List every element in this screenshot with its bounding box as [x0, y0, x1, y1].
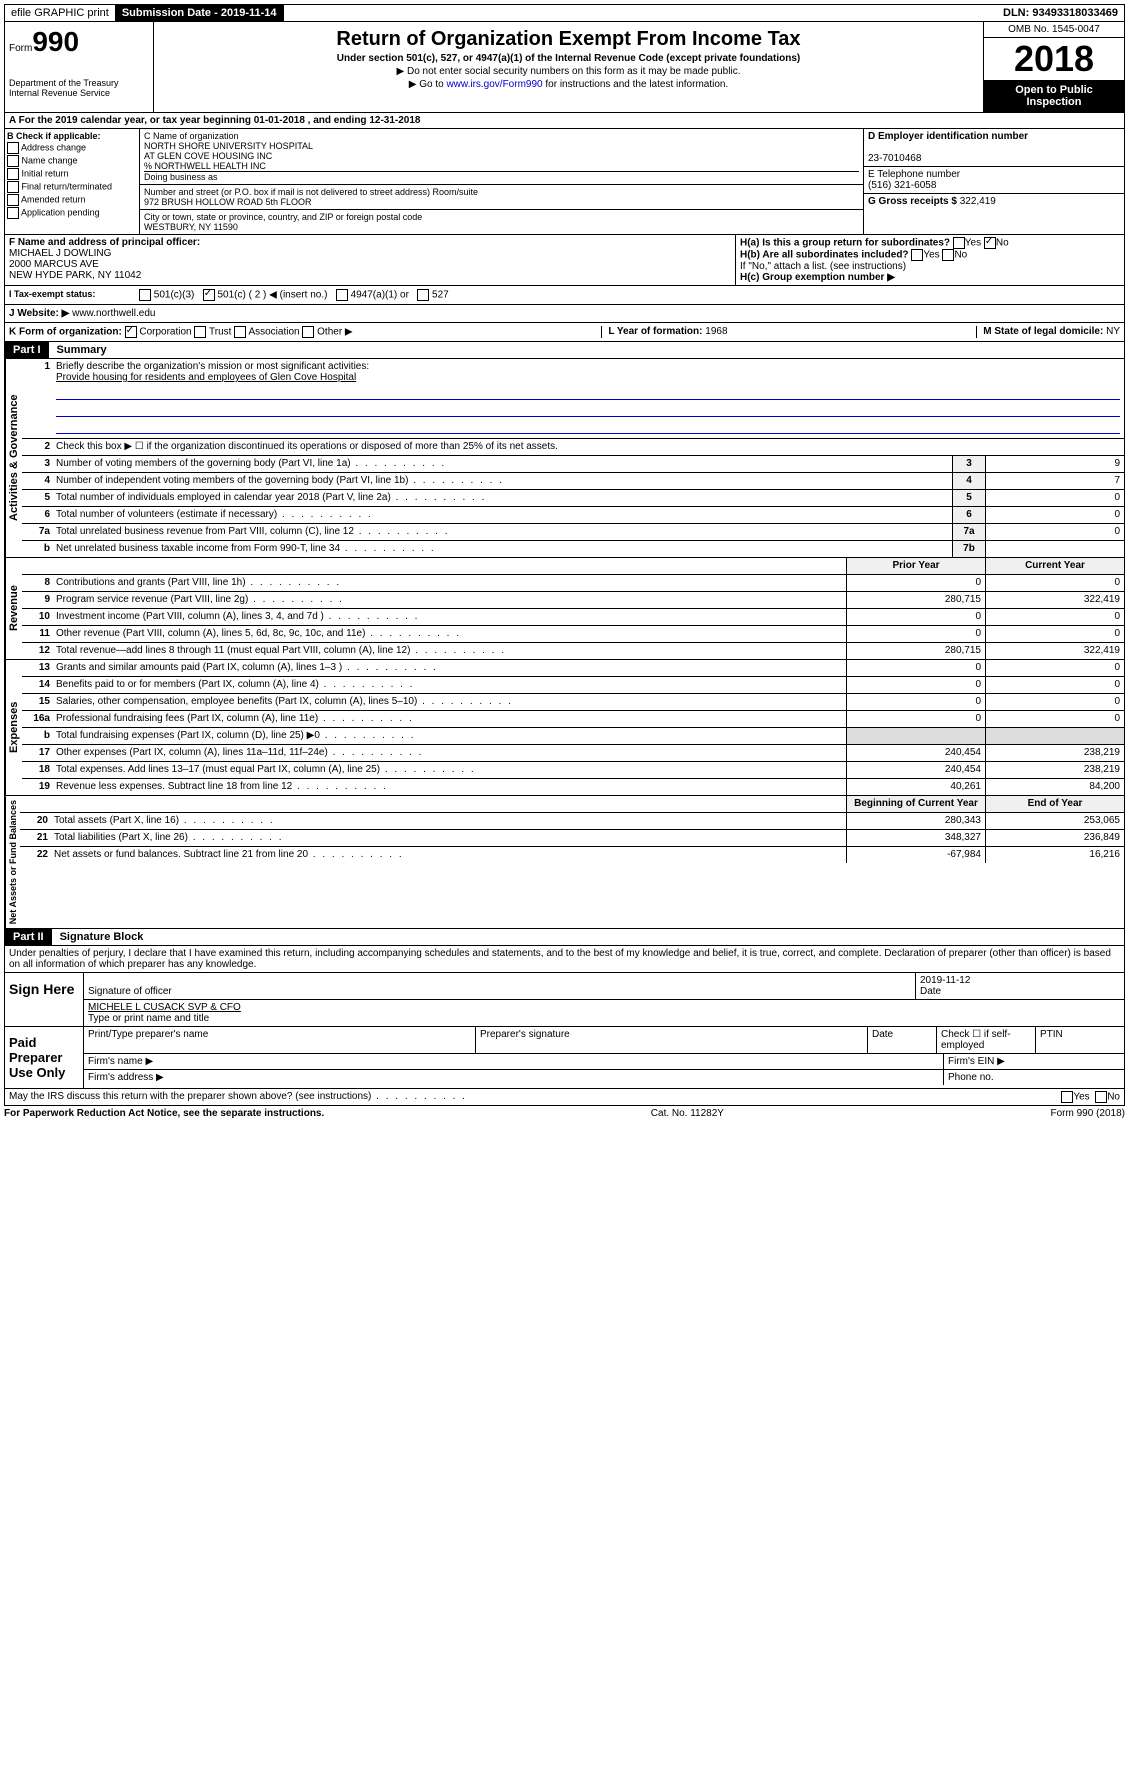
table-row: 4Number of independent voting members of… [22, 473, 1124, 490]
table-row: 18Total expenses. Add lines 13–17 (must … [22, 762, 1124, 779]
table-row: bNet unrelated business taxable income f… [22, 541, 1124, 557]
table-row: 19Revenue less expenses. Subtract line 1… [22, 779, 1124, 795]
expenses-label: Expenses [5, 660, 22, 795]
table-row: 17Other expenses (Part IX, column (A), l… [22, 745, 1124, 762]
governance-label: Activities & Governance [5, 359, 22, 557]
org-name: NORTH SHORE UNIVERSITY HOSPITAL [144, 141, 313, 151]
officer-row: F Name and address of principal officer:… [4, 235, 1125, 286]
table-row: 10Investment income (Part VIII, column (… [22, 609, 1124, 626]
expenses-section: Expenses 13Grants and similar amounts pa… [4, 660, 1125, 796]
signer-name: MICHELE L CUSACK SVP & CFO [88, 1002, 241, 1013]
website-row: J Website: ▶ www.northwell.edu [4, 305, 1125, 323]
table-row: 14Benefits paid to or for members (Part … [22, 677, 1124, 694]
tax-exempt-row: I Tax-exempt status: 501(c)(3) 501(c) ( … [4, 286, 1125, 305]
submission-date-btn[interactable]: Submission Date - 2019-11-14 [116, 5, 284, 21]
k-org-row: K Form of organization: Corporation Trus… [4, 323, 1125, 342]
table-row: 3Number of voting members of the governi… [22, 456, 1124, 473]
top-bar: efile GRAPHIC print Submission Date - 20… [4, 4, 1125, 22]
paid-preparer-block: Paid Preparer Use Only Print/Type prepar… [4, 1027, 1125, 1089]
netassets-section: Net Assets or Fund Balances Beginning of… [4, 796, 1125, 929]
mission-text: Provide housing for residents and employ… [56, 372, 356, 383]
ein: 23-7010468 [868, 153, 921, 164]
perjury-text: Under penalties of perjury, I declare th… [4, 946, 1125, 973]
section-de: D Employer identification number 23-7010… [864, 129, 1124, 234]
irs-link[interactable]: www.irs.gov/Form990 [446, 79, 542, 90]
table-row: 8Contributions and grants (Part VIII, li… [22, 575, 1124, 592]
website-url[interactable]: www.northwell.edu [72, 308, 155, 319]
table-row: 20Total assets (Part X, line 16) 280,343… [20, 813, 1124, 830]
table-row: 5Total number of individuals employed in… [22, 490, 1124, 507]
paid-preparer-label: Paid Preparer Use Only [5, 1027, 84, 1088]
table-row: 21Total liabilities (Part X, line 26) 34… [20, 830, 1124, 847]
sign-here-label: Sign Here [5, 973, 84, 1026]
part2-header: Part II Signature Block [4, 929, 1125, 946]
phone: (516) 321-6058 [868, 180, 936, 191]
table-row: 6Total number of volunteers (estimate if… [22, 507, 1124, 524]
table-row: 15Salaries, other compensation, employee… [22, 694, 1124, 711]
discuss-row: May the IRS discuss this return with the… [4, 1089, 1125, 1106]
table-row: 7aTotal unrelated business revenue from … [22, 524, 1124, 541]
gross-receipts: 322,419 [960, 196, 996, 207]
footer: For Paperwork Reduction Act Notice, see … [4, 1106, 1125, 1121]
table-row: 22Net assets or fund balances. Subtract … [20, 847, 1124, 863]
org-address: 972 BRUSH HOLLOW ROAD 5th FLOOR [144, 197, 312, 207]
tax-year-line: A For the 2019 calendar year, or tax yea… [4, 113, 1125, 129]
table-row: bTotal fundraising expenses (Part IX, co… [22, 728, 1124, 745]
revenue-label: Revenue [5, 558, 22, 659]
revenue-section: Revenue Prior Year Current Year 8Contrib… [4, 558, 1125, 660]
section-b: B Check if applicable: Address change Na… [5, 129, 140, 234]
open-inspection: Open to Public Inspection [984, 80, 1124, 112]
table-row: 16aProfessional fundraising fees (Part I… [22, 711, 1124, 728]
officer-name: MICHAEL J DOWLING [9, 248, 111, 259]
table-row: 12Total revenue—add lines 8 through 11 (… [22, 643, 1124, 659]
org-city: WESTBURY, NY 11590 [144, 222, 238, 232]
page-title: Return of Organization Exempt From Incom… [158, 28, 979, 51]
table-row: 9Program service revenue (Part VIII, lin… [22, 592, 1124, 609]
dept-label: Department of the Treasury Internal Reve… [9, 78, 149, 98]
netassets-label: Net Assets or Fund Balances [5, 796, 20, 928]
info-grid: B Check if applicable: Address change Na… [4, 129, 1125, 235]
form-header: Form990 Department of the Treasury Inter… [4, 22, 1125, 113]
efile-label[interactable]: efile GRAPHIC print [5, 5, 116, 21]
title-box: Return of Organization Exempt From Incom… [154, 22, 983, 112]
year-box: OMB No. 1545-0047 2018 Open to Public In… [983, 22, 1124, 112]
table-row: 13Grants and similar amounts paid (Part … [22, 660, 1124, 677]
tax-year: 2018 [984, 38, 1124, 80]
dln: DLN: 93493318033469 [997, 5, 1124, 21]
omb-number: OMB No. 1545-0047 [984, 22, 1124, 38]
governance-section: Activities & Governance 1 Briefly descri… [4, 359, 1125, 558]
part1-header: Part I Summary [4, 342, 1125, 359]
sign-date: 2019-11-12 [920, 975, 970, 986]
sign-here-block: Sign Here Signature of officer 2019-11-1… [4, 973, 1125, 1027]
table-row: 11Other revenue (Part VIII, column (A), … [22, 626, 1124, 643]
section-c: C Name of organization NORTH SHORE UNIVE… [140, 129, 864, 234]
form-number-box: Form990 Department of the Treasury Inter… [5, 22, 154, 112]
